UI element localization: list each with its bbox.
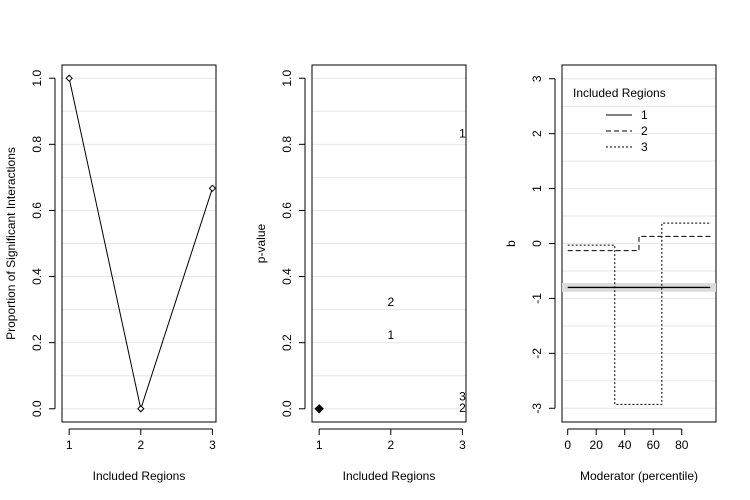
y-tick-label: 0 (530, 240, 544, 247)
legend: Included Regions 1 2 3 (573, 86, 666, 154)
y-tick-label: 0.6 (30, 202, 44, 219)
grid (312, 77, 466, 410)
y-tick-label: -3 (530, 403, 544, 414)
data-label: 2 (459, 401, 466, 415)
legend-entry: 1 (641, 108, 648, 122)
x-tick-label: 2 (387, 438, 394, 452)
data-marks (562, 222, 716, 405)
data-label: 1 (459, 127, 466, 141)
x-axis-title: Included Regions (93, 469, 186, 483)
plot-frame (311, 64, 467, 423)
x-axis-title: Included Regions (343, 469, 436, 483)
data-point (65, 74, 73, 82)
y-axis: -3 -2 -1 0 1 2 3 (530, 75, 556, 414)
x-tick-label: 3 (459, 438, 466, 452)
y-axis-title: p-value (254, 223, 268, 263)
y-tick-label: 1 (530, 185, 544, 192)
y-axis: 0.0 0.2 0.4 0.6 0.8 1.0 (30, 70, 56, 417)
y-tick-label: 1.0 (30, 70, 44, 87)
y-tick-label: 0.4 (30, 268, 44, 285)
x-axis: 1 2 3 (66, 428, 216, 452)
legend-entry: 3 (641, 140, 648, 154)
y-tick-label: 0.0 (280, 400, 294, 417)
y-tick-label: 0.2 (280, 334, 294, 351)
y-tick-label: 2 (530, 130, 544, 137)
y-tick-label: 0.0 (30, 400, 44, 417)
x-tick-label: 20 (590, 438, 604, 452)
data-label: 2 (387, 295, 394, 309)
series-line-3 (567, 222, 711, 405)
x-tick-label: 80 (675, 438, 689, 452)
x-tick-label: 0 (564, 438, 571, 452)
grid (562, 78, 716, 409)
y-tick-label: 1.0 (280, 70, 294, 87)
data-marks (65, 74, 217, 413)
panel-moderator: 0 20 40 60 80 -3 -2 -1 0 1 2 3 Included Regions 1 2… (504, 64, 717, 483)
x-tick-label: 1 (316, 438, 323, 452)
y-tick-label: -2 (530, 348, 544, 359)
x-tick-label: 2 (137, 438, 144, 452)
y-tick-label: 0.8 (30, 136, 44, 153)
y-tick-label: 0.6 (280, 202, 294, 219)
data-point (314, 404, 324, 414)
x-tick-label: 60 (647, 438, 661, 452)
y-axis-title: b (504, 240, 518, 247)
grid (62, 77, 216, 410)
plot-frame (61, 64, 217, 423)
x-axis: 1 2 3 (316, 428, 466, 452)
x-tick-label: 3 (209, 438, 216, 452)
y-tick-label: 3 (530, 75, 544, 82)
data-label: 1 (387, 328, 394, 342)
y-axis: 0.0 0.2 0.4 0.6 0.8 1.0 (280, 70, 306, 417)
y-tick-label: 0.8 (280, 136, 294, 153)
x-tick-label: 40 (618, 438, 632, 452)
y-tick-label: 0.4 (280, 268, 294, 285)
x-axis-title: Moderator (percentile) (580, 469, 698, 483)
legend-entry: 2 (641, 124, 648, 138)
x-tick-label: 1 (66, 438, 73, 452)
plot-frame (561, 64, 717, 423)
y-tick-label: 0.2 (30, 334, 44, 351)
x-axis: 0 20 40 60 80 (564, 428, 689, 452)
data-label: 3 (459, 389, 466, 403)
legend-title: Included Regions (573, 86, 666, 100)
data-point (137, 405, 145, 413)
y-axis-title: Proportion of Significant Interactions (4, 147, 18, 340)
y-tick-label: -1 (530, 293, 544, 304)
data-point (208, 184, 217, 193)
